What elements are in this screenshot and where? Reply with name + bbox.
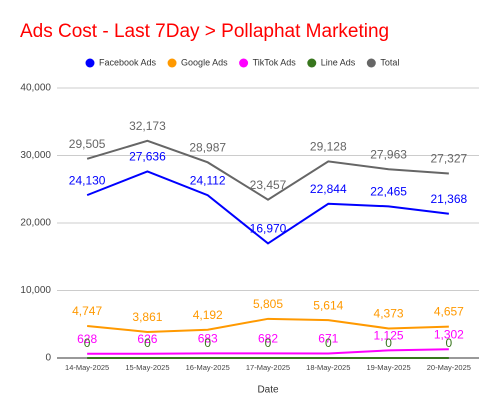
legend-marker (85, 58, 95, 68)
series-line (86, 170, 449, 245)
data-label: 29,505 (69, 137, 106, 151)
data-label: 628 (77, 332, 97, 346)
x-tick-label: 19-May-2025 (366, 363, 410, 372)
legend-label: Facebook Ads (99, 57, 157, 67)
data-label: 0 (265, 336, 272, 350)
data-label: 5,614 (313, 298, 343, 312)
data-label: 4,747 (72, 304, 102, 318)
legend-label: Line Ads (321, 57, 356, 67)
data-label: 1,125 (374, 329, 404, 343)
data-label: 0 (385, 336, 392, 350)
data-label: 1,302 (434, 327, 464, 341)
x-tick-label: 16-May-2025 (186, 363, 230, 372)
series-line (87, 317, 449, 333)
data-label: 0 (84, 336, 91, 350)
y-tick-label: 0 (45, 353, 51, 364)
data-label: 0 (144, 336, 151, 350)
x-tick-label: 17-May-2025 (246, 363, 290, 372)
data-label: 24,112 (190, 173, 226, 187)
data-label: 16,970 (250, 222, 287, 236)
data-label: 5,805 (253, 297, 283, 311)
data-label: 4,657 (434, 305, 464, 319)
data-label: 4,373 (374, 307, 404, 321)
data-label: 22,844 (310, 182, 347, 196)
legend-marker (307, 58, 317, 68)
data-label: 626 (137, 332, 157, 346)
data-label: 24,130 (69, 173, 106, 187)
legend-marker (167, 58, 177, 68)
legend-label: Google Ads (181, 57, 228, 67)
series-line (86, 139, 449, 201)
x-tick-label: 15-May-2025 (125, 363, 169, 372)
data-label: 28,987 (189, 141, 226, 155)
data-label: 21,368 (431, 192, 468, 206)
legend-label: Total (380, 57, 399, 67)
data-label: 0 (325, 336, 332, 350)
chart-title: Ads Cost - Last 7Day > Pollaphat Marketi… (20, 21, 389, 42)
data-label: 0 (446, 336, 453, 350)
y-tick-label: 10,000 (20, 285, 51, 296)
x-tick-label: 18-May-2025 (306, 363, 350, 372)
data-label: 683 (198, 332, 218, 346)
data-label: 23,457 (250, 178, 287, 192)
data-label: 27,327 (431, 152, 468, 166)
x-tick-label: 14-May-2025 (65, 363, 109, 372)
data-label: 3,861 (132, 310, 162, 324)
series-line (87, 348, 449, 355)
legend-label: TikTok Ads (253, 57, 297, 67)
x-tick-label: 20-May-2025 (427, 363, 471, 372)
data-label: 27,636 (129, 150, 166, 164)
y-tick-label: 20,000 (20, 218, 51, 229)
legend-marker (366, 58, 376, 68)
data-label: 0 (204, 336, 211, 350)
y-tick-label: 30,000 (20, 150, 51, 161)
data-label: 32,173 (129, 119, 166, 133)
x-axis-title: Date (257, 385, 279, 396)
data-label: 27,963 (370, 147, 407, 161)
data-label: 4,192 (193, 308, 223, 322)
data-label: 22,465 (370, 185, 407, 199)
legend-marker (239, 58, 249, 68)
data-label: 671 (318, 332, 338, 346)
data-label: 682 (258, 332, 278, 346)
data-label: 29,128 (310, 140, 347, 154)
y-tick-label: 40,000 (20, 83, 51, 94)
